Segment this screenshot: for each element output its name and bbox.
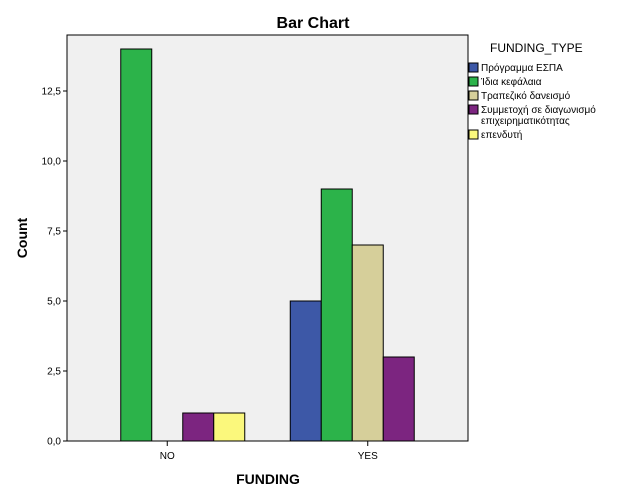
legend-swatch xyxy=(468,62,479,73)
bars-group xyxy=(120,48,415,442)
y-axis-title: Count xyxy=(14,217,30,258)
x-axis: NO YES xyxy=(160,441,378,462)
chart-title: Bar Chart xyxy=(277,15,351,32)
x-tick-label: NO xyxy=(160,451,175,462)
bar xyxy=(182,412,215,442)
bar xyxy=(320,188,353,442)
legend: Πρόγραμμα ΕΣΠΑ Ίδια κεφάλαια Τραπεζικό δαν… xyxy=(468,62,596,141)
legend-title: FUNDING_TYPE xyxy=(490,41,583,55)
bar xyxy=(289,300,322,442)
y-tick-label: 7,5 xyxy=(47,227,61,238)
y-tick-label: 10,0 xyxy=(42,157,62,168)
legend-label: επιχειρηματικότητας xyxy=(481,115,570,127)
legend-label: επενδυτή xyxy=(481,129,522,141)
legend-swatch xyxy=(468,76,479,87)
bar xyxy=(213,412,246,442)
bar xyxy=(382,356,415,442)
y-tick-label: 0,0 xyxy=(47,437,61,448)
legend-swatch xyxy=(468,104,479,115)
legend-label: Τραπεζικό δανεισμό xyxy=(481,90,571,102)
y-tick-label: 2,5 xyxy=(47,367,61,378)
legend-label: Συμμετοχή σε διαγωνισμό xyxy=(481,104,596,116)
legend-label: Πρόγραμμα ΕΣΠΑ xyxy=(481,62,563,74)
bar xyxy=(120,48,153,442)
legend-swatch xyxy=(468,129,479,140)
y-axis: 0,0 2,5 5,0 7,5 10,0 12,5 xyxy=(42,87,67,448)
x-tick-label: YES xyxy=(358,451,378,462)
legend-swatch xyxy=(468,90,479,101)
bar xyxy=(351,244,384,442)
x-axis-title: FUNDING xyxy=(236,471,300,487)
legend-label: Ίδια κεφάλαια xyxy=(480,76,542,88)
y-tick-label: 5,0 xyxy=(47,297,61,308)
y-tick-label: 12,5 xyxy=(42,87,62,98)
